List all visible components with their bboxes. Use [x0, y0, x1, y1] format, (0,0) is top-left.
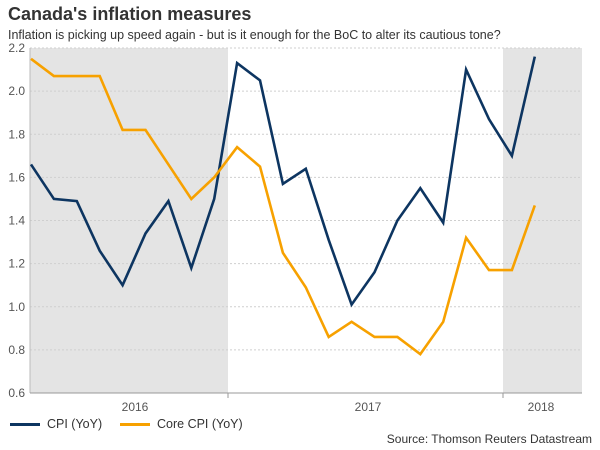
y-tick-label: 1.0 [8, 300, 25, 314]
y-tick-label: 2.0 [8, 84, 25, 98]
y-tick-label: 1.6 [8, 170, 25, 184]
y-tick-label: 1.2 [8, 257, 25, 271]
x-tick-label-2016: 2016 [122, 400, 149, 414]
y-tick-label: 1.8 [8, 127, 25, 141]
legend-item-core-cpi: Core CPI (YoY) [120, 417, 243, 431]
chart-subtitle: Inflation is picking up speed again - bu… [8, 28, 501, 42]
x-tick-label-2018: 2018 [528, 400, 555, 414]
legend-swatch-cpi [10, 422, 40, 426]
legend-swatch-core-cpi [120, 422, 150, 426]
chart-title: Canada's inflation measures [8, 4, 252, 24]
y-tick-label: 1.4 [8, 214, 25, 228]
y-tick-label: 0.6 [8, 386, 25, 400]
y-tick-label: 0.8 [8, 343, 25, 357]
legend-label-cpi: CPI (YoY) [47, 417, 103, 431]
y-tick-label: 2.2 [8, 41, 25, 55]
legend-label-core-cpi: Core CPI (YoY) [157, 417, 243, 431]
source-note: Source: Thomson Reuters Datastream [386, 432, 592, 446]
legend-item-cpi: CPI (YoY) [10, 417, 102, 431]
x-tick-label-2017: 2017 [355, 400, 382, 414]
